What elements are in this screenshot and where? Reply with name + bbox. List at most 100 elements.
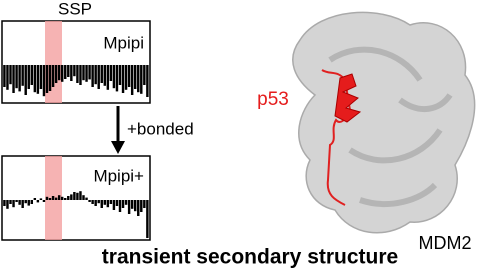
bar: [42, 65, 46, 97]
bar: [133, 200, 137, 212]
bar: [121, 65, 125, 93]
bar: [118, 200, 122, 212]
bar: [54, 197, 58, 200]
bar: [85, 65, 88, 82]
bar: [3, 200, 6, 206]
bar: [21, 200, 24, 208]
bar: [15, 200, 18, 202]
panel-label: Mpipi: [103, 33, 144, 52]
bar: [85, 197, 88, 200]
bar: [9, 200, 12, 204]
bar: [79, 191, 82, 200]
bar: [24, 65, 27, 95]
bar: [73, 65, 76, 77]
bar: [88, 200, 91, 202]
bar: [146, 200, 149, 238]
bar: [15, 65, 18, 89]
arrow-head: [111, 141, 125, 154]
bar: [112, 65, 116, 89]
bar: [130, 200, 134, 209]
bar: [12, 200, 15, 208]
bar: [64, 198, 67, 200]
bar: [115, 200, 119, 206]
panel-label: Mpipi+: [93, 166, 144, 185]
bar: [115, 65, 119, 92]
protein-detail: [328, 46, 453, 208]
bar: [76, 192, 79, 200]
arrow-label: +bonded: [127, 119, 194, 138]
bar: [94, 65, 97, 85]
bar: [21, 65, 24, 86]
bar: [124, 200, 128, 205]
bar: [118, 65, 122, 85]
bar: [106, 65, 110, 90]
bar: [94, 200, 97, 206]
bar: [45, 65, 49, 93]
bar: [112, 200, 116, 210]
bar: [51, 196, 55, 200]
bar: [27, 65, 30, 89]
bar: [60, 65, 64, 82]
bar: [70, 194, 73, 200]
bar: [97, 200, 100, 204]
bar: [57, 195, 61, 200]
bar: [103, 200, 107, 205]
protein-label: MDM2: [419, 233, 472, 253]
bar: [140, 200, 143, 212]
bar: [39, 198, 43, 200]
bar: [36, 65, 40, 94]
bar: [30, 65, 34, 85]
bar: [33, 198, 37, 200]
bar: [18, 65, 21, 92]
bar: [57, 65, 61, 81]
protein-surface: [292, 11, 476, 234]
bar: [91, 65, 94, 87]
bar: [9, 65, 12, 85]
bar: [100, 200, 103, 208]
bar: [100, 65, 103, 83]
bar: [130, 65, 134, 95]
bar: [18, 200, 21, 205]
bar: [27, 200, 30, 206]
bar: [45, 196, 49, 200]
peptide-label: p53: [257, 89, 289, 110]
bar: [88, 65, 91, 80]
bar: [6, 200, 9, 209]
bar: [76, 65, 79, 83]
bar: [127, 200, 131, 214]
bar: [12, 65, 15, 93]
bar-group: [3, 191, 149, 238]
bar: [30, 200, 34, 204]
bar: [137, 200, 140, 216]
bar: [73, 192, 76, 200]
bar: [67, 65, 70, 77]
bar: [33, 65, 37, 93]
bar: [146, 65, 149, 97]
bar: [97, 65, 100, 89]
bar: [48, 65, 52, 91]
bar: [140, 65, 143, 94]
bar: [67, 196, 70, 200]
bar-group: [3, 65, 149, 97]
peptide-helix: [334, 73, 362, 123]
bar: [24, 200, 27, 204]
bar: [6, 65, 9, 90]
bar: [36, 200, 40, 203]
bar: [91, 200, 94, 204]
bar: [127, 65, 131, 87]
bar: [133, 65, 137, 89]
peptide-coil: [321, 69, 352, 206]
panel-frame: [1, 155, 151, 241]
bar: [124, 65, 128, 90]
bar: [48, 198, 52, 200]
bar: [137, 65, 140, 93]
bar: [60, 196, 64, 200]
bar: [82, 195, 85, 200]
caption: transient secondary structure: [102, 246, 398, 269]
bar: [143, 65, 146, 85]
title: SSP: [58, 0, 92, 18]
bar: [79, 65, 82, 85]
bar: [64, 65, 67, 79]
bar: [109, 200, 113, 204]
